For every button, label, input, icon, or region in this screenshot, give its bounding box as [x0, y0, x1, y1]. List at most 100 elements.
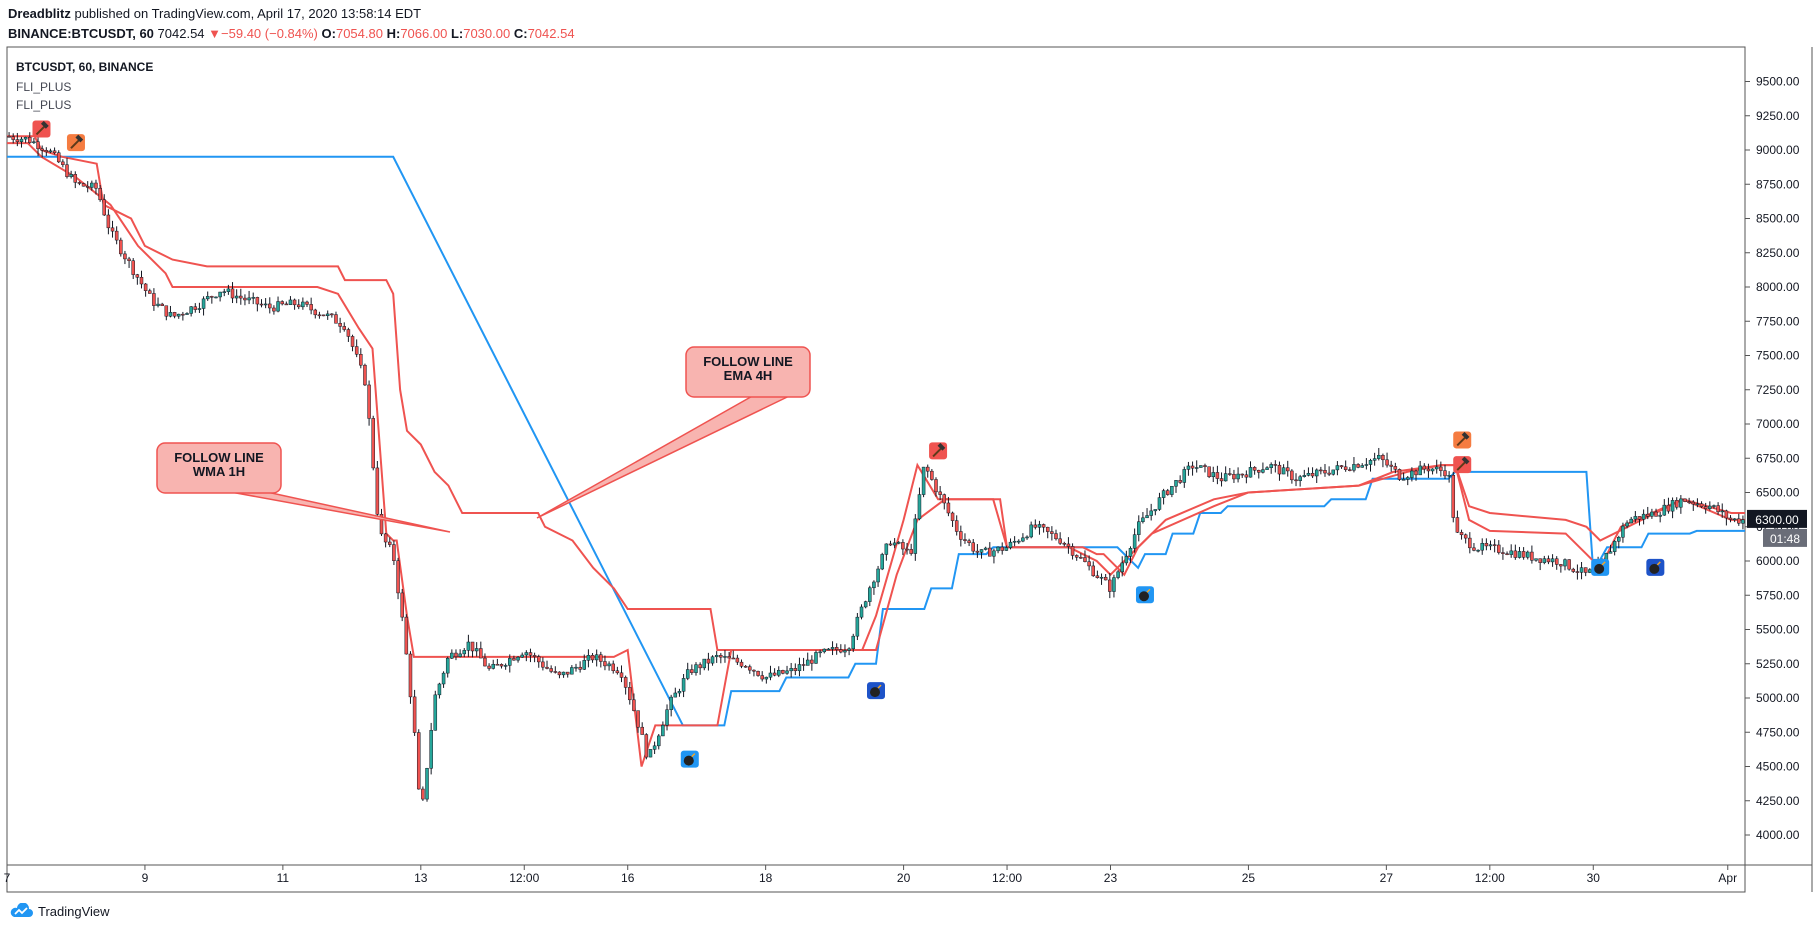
bomb-body [1138, 591, 1149, 602]
candle-body [1550, 558, 1555, 563]
candle-body [205, 296, 210, 300]
candle-body [1314, 469, 1319, 477]
time-tick-label: 18 [759, 871, 773, 885]
candle-body [1232, 473, 1236, 480]
legend-indicator-1[interactable]: FLI_PLUS [16, 80, 72, 94]
candle-body [1621, 525, 1625, 538]
candle-body [1124, 556, 1129, 564]
candle-body [574, 666, 578, 669]
candle-body [487, 665, 491, 669]
candle-body [1563, 559, 1567, 567]
author-name: Dreadblitz [8, 6, 71, 21]
candle-body [239, 295, 243, 299]
candle-body [168, 312, 173, 317]
price-change: −59.40 (−0.84%) [221, 26, 318, 41]
candle-body [458, 653, 462, 657]
candle-body [296, 304, 301, 308]
candle-body [1612, 540, 1617, 552]
candle-body [884, 543, 889, 555]
candle-body [350, 336, 355, 347]
annotation-box[interactable] [685, 346, 811, 398]
candle-body [1397, 469, 1402, 480]
candle-body [1426, 468, 1431, 472]
candle-body [897, 542, 901, 544]
hammer-head [1461, 456, 1470, 465]
legend-indicator-2[interactable]: FLI_PLUS [16, 98, 72, 112]
candle-body [288, 299, 293, 305]
candle-body [23, 137, 28, 140]
candle-body [677, 691, 682, 694]
candle-body [553, 671, 558, 673]
candle-body [90, 182, 94, 188]
annotation-box[interactable] [156, 442, 282, 494]
candle-body [954, 520, 959, 532]
footer-brand[interactable]: TradingView [8, 903, 110, 919]
price-tick-label: 7250.00 [1756, 383, 1800, 397]
candle-body [863, 601, 868, 608]
low-label: L: [450, 26, 464, 41]
tradingview-cloud-icon [10, 903, 33, 917]
candle-body [1335, 465, 1340, 471]
candle-body [1737, 518, 1741, 524]
candle-body [892, 542, 897, 546]
candle-body [1199, 465, 1203, 468]
candle-body [752, 669, 756, 672]
candle-body [1604, 553, 1609, 561]
published-text: published on TradingView.com, April 17, … [74, 6, 422, 21]
candle-body [1157, 497, 1162, 510]
candle-body [495, 663, 500, 666]
candle-body [1567, 559, 1571, 570]
annotation-title: FOLLOW LINE [174, 450, 264, 465]
candle-body [1385, 459, 1389, 466]
bomb-fuse [691, 753, 696, 758]
candle-body [1699, 503, 1704, 507]
candle-body [946, 502, 951, 514]
candle-body [1658, 514, 1662, 517]
candle-body [665, 709, 669, 726]
candle-body [1617, 536, 1621, 542]
annotation-subtitle: WMA 1H [193, 464, 245, 479]
candle-body [1492, 544, 1497, 546]
candle-body [1070, 546, 1075, 556]
candle-body [578, 666, 582, 670]
candle-body [1691, 501, 1696, 505]
candle-body [801, 664, 806, 666]
candle-body [1037, 524, 1042, 528]
price-tick-label: 4750.00 [1756, 725, 1800, 739]
candle-body [851, 635, 855, 650]
time-tick-label: Apr [1718, 871, 1737, 885]
candle-body [189, 306, 193, 314]
candle-body [1463, 534, 1468, 539]
candle-body [1079, 556, 1083, 559]
time-tick-label: 11 [277, 871, 290, 885]
candle-body [1252, 467, 1257, 471]
candle-body [1033, 524, 1038, 528]
candle-body [1381, 455, 1385, 461]
symbol-line: BINANCE:BTCUSDT, 60 [8, 26, 154, 41]
candle-body [425, 768, 429, 800]
candle-body [404, 616, 409, 655]
candle-body [1319, 469, 1323, 472]
price-tick-label: 8000.00 [1756, 280, 1800, 294]
candle-body [1207, 466, 1211, 478]
candle-body [909, 549, 913, 554]
candle-body [876, 568, 880, 583]
candle-body [123, 253, 127, 260]
candle-body [756, 670, 760, 676]
candle-body [1153, 509, 1158, 512]
candle-body [201, 298, 206, 309]
bomb-body [870, 687, 880, 698]
candle-body [1306, 473, 1311, 476]
candle-body [325, 313, 330, 317]
price-tick-label: 5250.00 [1756, 657, 1800, 671]
candle-body [1099, 576, 1104, 579]
candle-body [301, 301, 305, 308]
candle-body [661, 724, 665, 737]
candle-body [94, 182, 98, 189]
candle-body [156, 303, 160, 306]
hammer-head [75, 134, 84, 143]
candle-body [1637, 516, 1642, 520]
candle-body [797, 664, 802, 672]
candle-body [1141, 517, 1145, 522]
